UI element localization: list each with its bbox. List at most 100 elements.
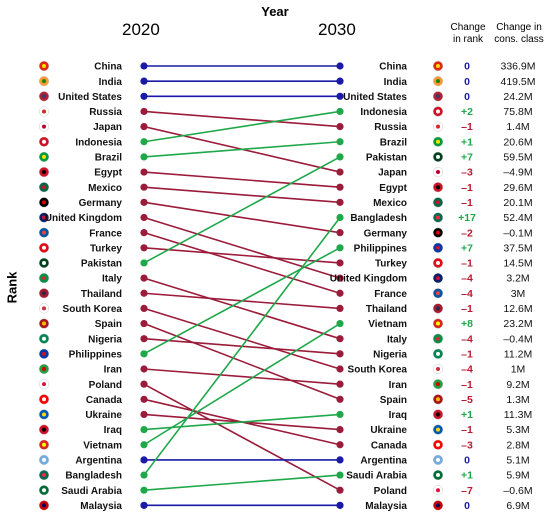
change-in-rank-ukraine: –1 [461,424,473,436]
point-2020-iran [140,365,148,373]
flag-icon-mark-left-vietnam [42,442,46,447]
label-2030-pakistan: Pakistan [366,153,407,164]
change-in-class-germany: –0.1M [503,227,532,239]
flag-icon-mark-left-poland [42,382,46,387]
flag-icon-mark-right-brazil [436,139,440,144]
flag-icon-mark-right-canada [436,442,440,447]
point-2030-poland [336,486,344,494]
point-2020-pakistan [140,259,148,267]
label-2020-united-kingdom: United Kingdom [45,213,122,224]
point-2030-egypt [336,183,344,191]
flag-icon-mark-left-nigeria [42,336,46,341]
label-2020-indonesia: Indonesia [75,137,122,148]
flag-icon-mark-left-philippines [42,351,46,356]
slope-line-spain [143,322,341,401]
slope-line-russia [143,110,341,128]
point-2030-ukraine [336,426,344,434]
point-2030-vietnam [336,319,344,328]
change-in-rank-china: 0 [464,61,470,73]
change-in-rank-russia: –1 [461,121,473,133]
change-in-rank-indonesia: +2 [461,106,473,118]
change-in-class-pakistan: 59.5M [503,152,532,164]
point-2030-argentina [336,456,344,464]
flag-icon-mark-left-iraq [42,427,46,432]
flag-icon-mark-right-malaysia [436,503,440,508]
point-2030-united-states [336,92,344,100]
flag-icon-mark-right-poland [436,488,440,493]
flag-icon-mark-left-spain [42,321,46,326]
change-in-rank-iraq: +1 [461,409,473,421]
change-in-rank-argentina: 0 [464,455,470,467]
label-2030-canada: Canada [371,440,408,451]
flag-icon-mark-left-indonesia [42,139,46,144]
change-in-rank-philippines: +7 [461,242,473,254]
label-2020-malaysia: Malaysia [80,501,122,512]
flag-icon-mark-right-turkey [436,260,440,265]
label-2020-nigeria: Nigeria [88,334,122,345]
flag-icon-mark-right-iraq [436,412,440,417]
point-2030-spain [336,395,344,403]
point-2020-united-kingdom [140,213,148,222]
slope-line-egypt [143,171,341,188]
label-2030-brazil: Brazil [380,137,407,148]
flag-icon-mark-right-philippines [436,245,440,250]
flag-icon-mark-right-thailand [436,306,440,311]
point-2020-france [140,229,148,237]
point-2030-mexico [336,198,344,206]
label-2020-iraq: Iraq [104,425,122,436]
change-in-rank-brazil: +1 [461,136,473,148]
flag-icon-mark-right-mexico [436,200,440,205]
label-2020-china: China [94,62,122,73]
flag-icon-mark-left-brazil [42,154,46,159]
point-2030-iraq [336,410,344,419]
label-2020-saudi-arabia: Saudi Arabia [61,486,122,497]
flag-icon-mark-right-iran [436,382,440,387]
label-2030-japan: Japan [378,168,407,179]
flag-icon-mark-right-russia [436,124,440,129]
label-2020-brazil: Brazil [95,153,122,164]
slope-line-iran [143,368,341,385]
label-2030-poland: Poland [374,486,407,497]
label-2020-india: India [99,77,123,88]
flag-icon-mark-left-india [42,79,46,84]
change-in-class-turkey: 14.5M [503,258,532,270]
slope-line-italy [143,277,341,340]
point-2020-bangladesh [140,471,148,479]
point-2030-south-korea [336,365,344,373]
change-in-rank-italy: –4 [461,333,473,345]
point-2020-egypt [140,168,148,176]
label-2020-thailand: Thailand [81,289,122,300]
change-in-class-france: 3M [511,288,526,300]
change-in-class-united-kingdom: 3.2M [506,273,529,285]
slope-line-philippines [143,247,341,355]
flag-icon-mark-right-egypt [436,185,440,190]
change-in-rank-united-states: 0 [464,91,470,103]
point-2030-japan [336,168,344,176]
point-2030-nigeria [336,350,344,358]
flag-icon-mark-left-malaysia [42,503,46,508]
slope-line-germany [143,201,341,234]
label-2030-ukraine: Ukraine [370,425,407,436]
point-2020-nigeria [140,335,148,343]
label-2030-italy: Italy [387,334,407,345]
year-2030-label: 2030 [318,20,356,39]
point-2020-india [140,77,148,85]
point-2030-thailand [336,304,344,312]
slope-line-pakistan [143,156,341,264]
flag-icon-mark-left-italy [42,276,46,281]
flag-icon-mark-left-united-kingdom [42,215,46,220]
flag-icon-mark-left-saudi-arabia [42,488,46,493]
slope-line-bangladesh [143,217,341,476]
label-2030-egypt: Egypt [379,183,407,194]
change-in-rank-thailand: –1 [461,303,473,315]
flag-icon-mark-left-germany [42,200,46,205]
label-2020-poland: Poland [89,380,122,391]
change-in-class-united-states: 24.2M [503,91,532,103]
change-in-class-header-line2: cons. class [494,34,544,45]
point-2030-india [336,77,344,85]
label-2030-india: India [384,77,408,88]
change-in-rank-south-korea: –4 [461,364,473,376]
label-2020-egypt: Egypt [94,168,122,179]
slope-line-south-korea [143,307,341,370]
label-2030-bangladesh: Bangladesh [350,213,407,224]
